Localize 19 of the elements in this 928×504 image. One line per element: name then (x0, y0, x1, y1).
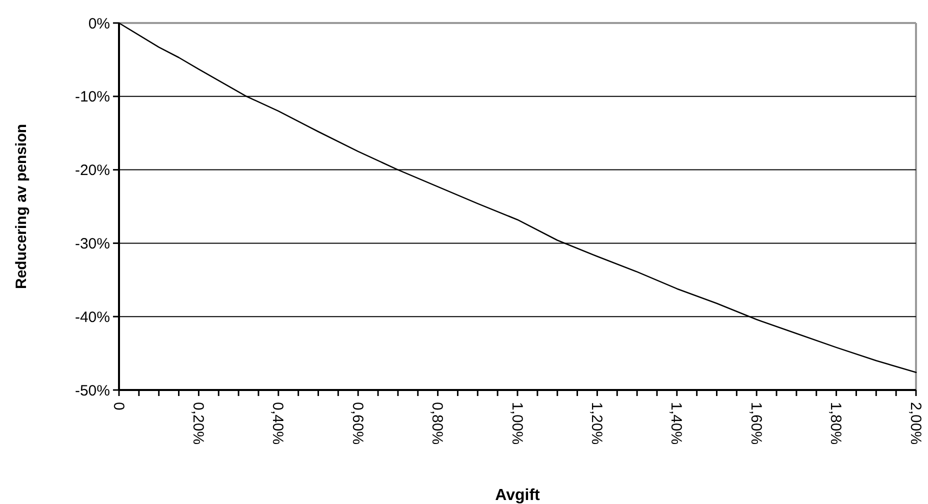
x-tick-label: 1,80% (827, 402, 844, 445)
x-tick-label: 1,20% (588, 402, 605, 445)
x-axis-title: Avgift (495, 487, 541, 504)
x-tick-label: 2,00% (906, 402, 924, 445)
x-tick-label: 0,80% (428, 402, 446, 445)
y-tick-label: -20% (74, 162, 110, 180)
y-axis-title: Reducering av pension (13, 124, 30, 290)
x-tick-label: 1,60% (747, 402, 764, 445)
y-tick-label: -30% (74, 235, 110, 252)
x-tick-label: 0,20% (189, 402, 206, 445)
x-tick-label: 0,60% (348, 402, 366, 445)
y-tick-label: -10% (74, 88, 110, 106)
y-tick-label: -50% (74, 382, 110, 400)
x-tick-label: 1,00% (508, 402, 526, 445)
y-tick-label: -40% (74, 308, 110, 326)
x-tick-label: 0,40% (269, 402, 286, 445)
x-tick-label: 1,40% (668, 402, 685, 445)
y-tick-label: 0% (88, 15, 110, 32)
x-tick-label: 0 (110, 402, 127, 410)
